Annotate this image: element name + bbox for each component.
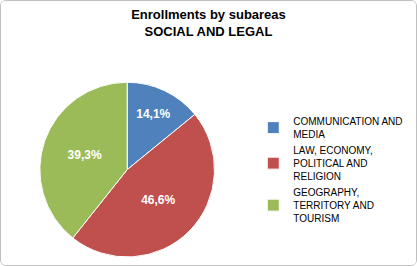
svg-text:46,6%: 46,6% <box>141 193 175 207</box>
svg-text:39,3%: 39,3% <box>68 148 102 162</box>
svg-text:LAW, ECONOMY,POLITICAL ANDRELI: LAW, ECONOMY,POLITICAL ANDRELIGION <box>293 145 372 182</box>
svg-text:Enrollments by subareasSOCIAL: Enrollments by subareasSOCIAL AND LEGAL <box>131 7 286 39</box>
svg-text:GEOGRAPHY,TERRITORY ANDTOURISM: GEOGRAPHY,TERRITORY ANDTOURISM <box>293 187 374 224</box>
svg-text:14,1%: 14,1% <box>136 107 170 121</box>
svg-text:COMMUNICATION ANDMEDIA: COMMUNICATION ANDMEDIA <box>293 116 402 140</box>
